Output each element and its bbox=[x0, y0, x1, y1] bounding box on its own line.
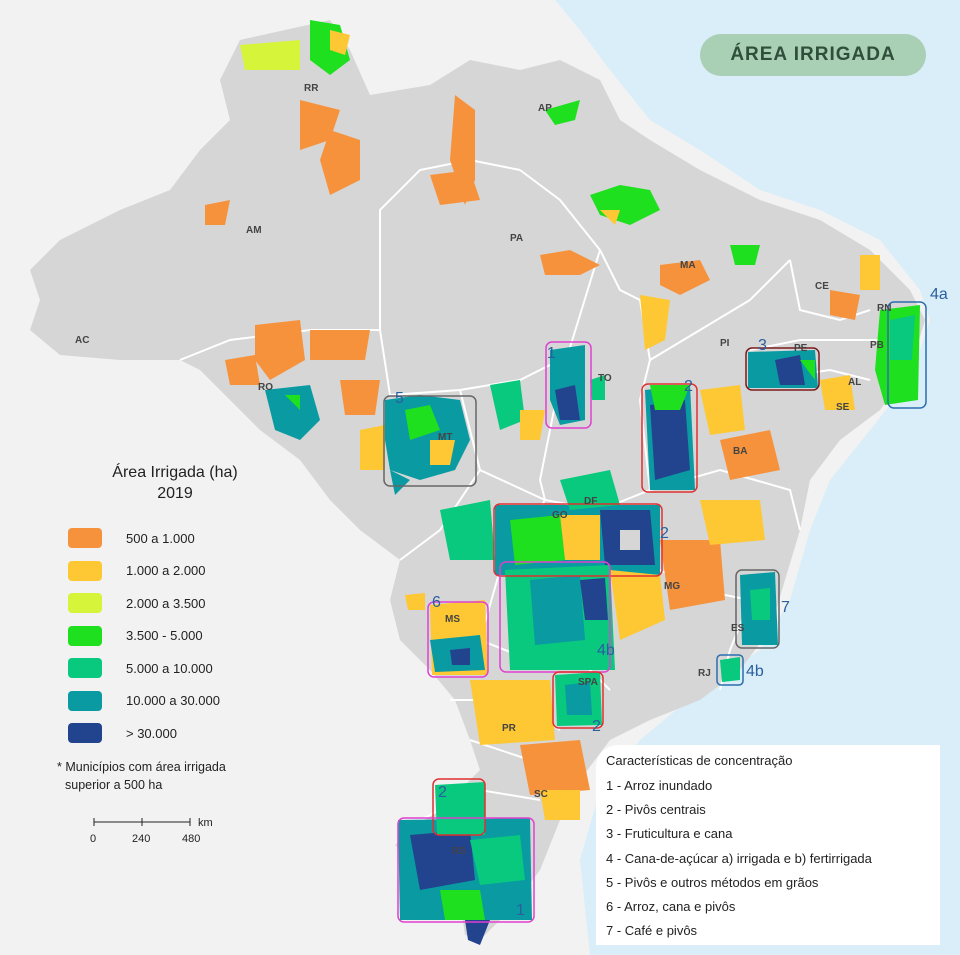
legend-item: 3.500 - 5.000 bbox=[60, 620, 290, 653]
legend-swatch bbox=[68, 560, 102, 581]
legend-swatch bbox=[68, 723, 102, 744]
legend-swatch bbox=[68, 528, 102, 549]
svg-text:1: 1 bbox=[516, 902, 525, 919]
scale-tick: 480 bbox=[182, 833, 200, 845]
scale-tick: 240 bbox=[132, 833, 150, 845]
legend-label: 1.000 a 2.000 bbox=[126, 563, 206, 579]
svg-text:2: 2 bbox=[660, 525, 669, 542]
concentration-boxes bbox=[383, 301, 927, 923]
scale-unit: km bbox=[198, 817, 213, 829]
svg-text:1: 1 bbox=[547, 345, 556, 362]
svg-text:ES: ES bbox=[731, 623, 745, 634]
svg-text:2: 2 bbox=[592, 718, 601, 735]
svg-text:TO: TO bbox=[598, 373, 612, 384]
concentration-item: 7 - Café e pivôs bbox=[606, 923, 698, 939]
legend-title: Área Irrigada (ha) bbox=[112, 464, 238, 481]
map-title: ÁREA IRRIGADA bbox=[700, 34, 926, 76]
svg-text:RJ: RJ bbox=[698, 668, 711, 679]
legend: Área Irrigada (ha) 2019 500 a 1.000 1.00… bbox=[60, 462, 290, 750]
svg-text:CE: CE bbox=[815, 281, 829, 292]
concentration-item: 1 - Arroz inundado bbox=[606, 778, 713, 793]
svg-text:AM: AM bbox=[246, 225, 262, 236]
legend-note: * Municípios com área irrigada superior … bbox=[57, 758, 226, 794]
legend-label: 2.000 a 3.500 bbox=[126, 595, 206, 611]
legend-year: 2019 bbox=[157, 485, 193, 502]
legend-swatch bbox=[68, 658, 102, 679]
legend-item: 500 a 1.000 bbox=[60, 522, 290, 555]
legend-label: 5.000 a 10.000 bbox=[126, 660, 213, 676]
svg-text:MT: MT bbox=[438, 432, 452, 443]
svg-text:SPA: SPA bbox=[578, 677, 598, 688]
legend-swatch bbox=[68, 593, 102, 614]
concentration-item: 4 - Cana-de-açúcar a) irrigada e b) fert… bbox=[606, 850, 872, 866]
svg-text:PI: PI bbox=[720, 338, 730, 349]
svg-text:RR: RR bbox=[304, 83, 319, 94]
box-labels: 1 2 3 4a 5 2 6 4b 7 4b 2 2 1 bbox=[395, 286, 948, 919]
legend-label: 10.000 a 30.000 bbox=[126, 693, 220, 709]
svg-text:2: 2 bbox=[684, 378, 693, 395]
scale-bar: km 0 240 480 bbox=[90, 817, 213, 845]
legend-swatch bbox=[68, 625, 102, 646]
concentration-item: 3 - Fruticultura e cana bbox=[606, 826, 733, 842]
concentration-item: 5 - Pivôs e outros métodos em grãos bbox=[606, 874, 819, 890]
legend-item: 2.000 a 3.500 bbox=[60, 587, 290, 620]
brazil-land bbox=[30, 20, 925, 940]
scale-tick: 0 bbox=[90, 833, 96, 845]
ocean bbox=[555, 0, 960, 955]
legend-swatch bbox=[68, 690, 102, 711]
concentration-item: 6 - Arroz, cana e pivôs bbox=[606, 899, 736, 915]
svg-text:SC: SC bbox=[534, 789, 548, 800]
svg-text:5: 5 bbox=[395, 390, 404, 407]
concentration-title: Características de concentração bbox=[606, 753, 793, 768]
state-labels: RR AP AM PA MA CE RN PB PE AL SE PI TO B… bbox=[75, 83, 891, 857]
svg-text:PE: PE bbox=[794, 343, 808, 354]
legend-note-line2: superior a 500 ha bbox=[65, 778, 163, 792]
svg-text:AL: AL bbox=[848, 377, 861, 388]
svg-text:DF: DF bbox=[584, 496, 597, 507]
concentration-item: 2 - Pivôs centrais bbox=[606, 802, 706, 818]
svg-text:RS: RS bbox=[452, 846, 466, 857]
svg-text:4a: 4a bbox=[930, 286, 948, 303]
svg-text:MS: MS bbox=[445, 614, 460, 625]
svg-text:4b: 4b bbox=[597, 642, 615, 659]
svg-text:MA: MA bbox=[680, 260, 696, 271]
svg-text:6: 6 bbox=[432, 594, 441, 611]
svg-text:BA: BA bbox=[733, 446, 747, 457]
irrigated-areas bbox=[205, 20, 920, 945]
svg-text:SE: SE bbox=[836, 402, 850, 413]
svg-text:3: 3 bbox=[758, 337, 767, 354]
legend-item: 10.000 a 30.000 bbox=[60, 685, 290, 718]
svg-text:2: 2 bbox=[438, 784, 447, 801]
svg-text:RN: RN bbox=[877, 303, 891, 314]
legend-items: 500 a 1.000 1.000 a 2.000 2.000 a 3.500 … bbox=[60, 522, 290, 750]
legend-item: > 30.000 bbox=[60, 717, 290, 750]
legend-label: 3.500 - 5.000 bbox=[126, 628, 203, 644]
concentration-panel: Características de concentração 1 - Arro… bbox=[596, 745, 940, 945]
legend-item: 5.000 a 10.000 bbox=[60, 652, 290, 685]
legend-label: 500 a 1.000 bbox=[126, 530, 195, 546]
svg-text:PA: PA bbox=[510, 233, 523, 244]
legend-item: 1.000 a 2.000 bbox=[60, 555, 290, 588]
svg-text:GO: GO bbox=[552, 510, 568, 521]
legend-note-line1: * Municípios com área irrigada bbox=[57, 760, 226, 774]
svg-text:MG: MG bbox=[664, 581, 680, 592]
svg-text:AC: AC bbox=[75, 335, 89, 346]
svg-text:AP: AP bbox=[538, 103, 552, 114]
svg-text:4b: 4b bbox=[746, 663, 764, 680]
svg-text:PB: PB bbox=[870, 340, 884, 351]
svg-text:RO: RO bbox=[258, 382, 273, 393]
legend-label: > 30.000 bbox=[126, 725, 177, 741]
svg-text:PR: PR bbox=[502, 723, 517, 734]
svg-text:7: 7 bbox=[781, 599, 790, 616]
